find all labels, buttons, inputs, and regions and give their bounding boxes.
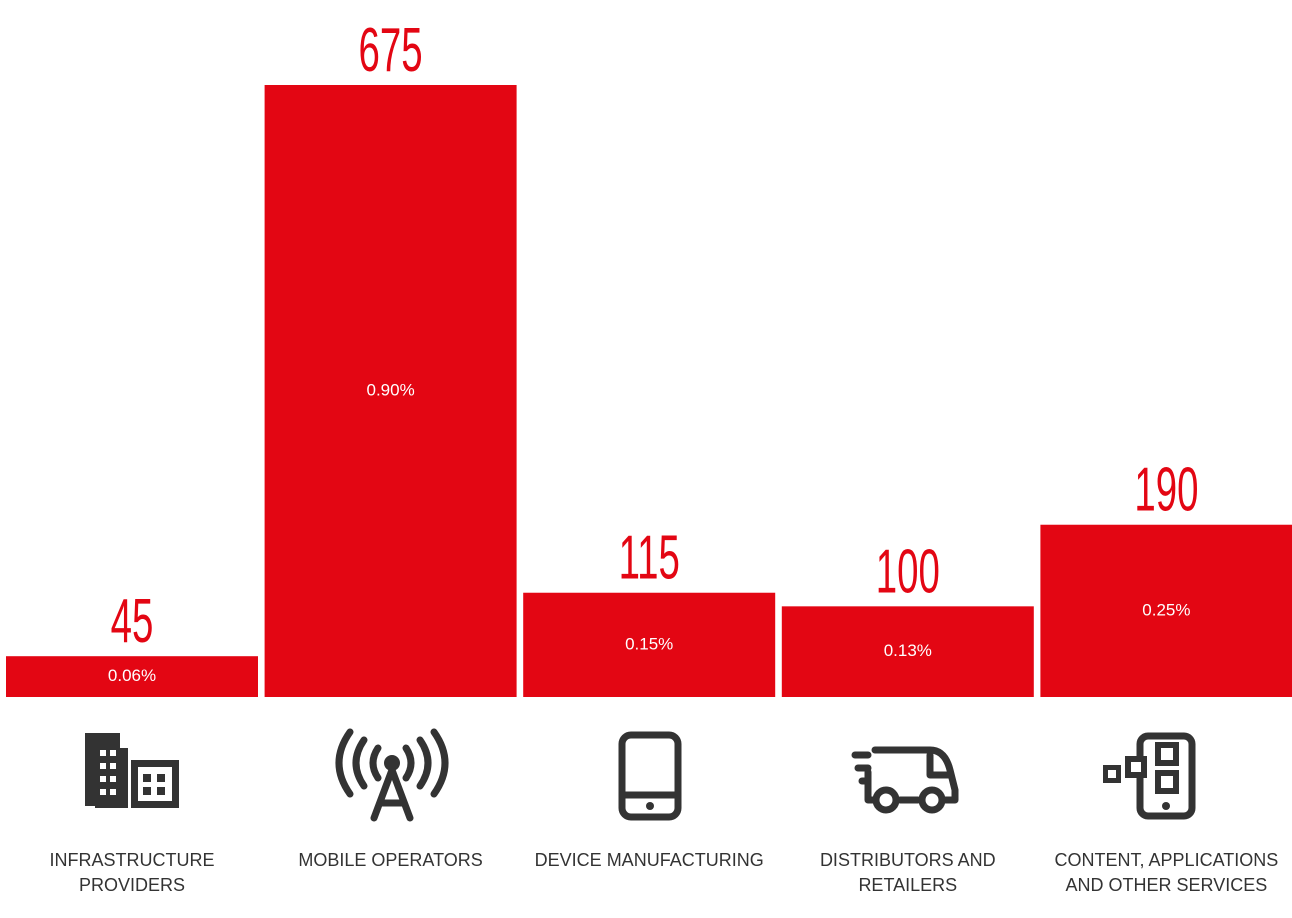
bar xyxy=(781,606,1034,697)
category-label: DISTRIBUTORS AND RETAILERS xyxy=(819,850,996,895)
value-label: 100 xyxy=(876,536,940,606)
value-label-group: 190 xyxy=(1134,454,1198,524)
category-label: DEVICE MANUFACTURING xyxy=(534,850,764,870)
share-label: 0.90% xyxy=(366,380,414,399)
category-label: MOBILE OPERATORS xyxy=(298,850,483,870)
bar xyxy=(1040,524,1292,697)
share-label: 0.25% xyxy=(1142,600,1190,619)
icon-building xyxy=(85,733,179,808)
value-label-group: 100 xyxy=(876,536,940,606)
share-label: 0.06% xyxy=(108,666,156,685)
value-label: 115 xyxy=(619,522,680,592)
share-label: 0.13% xyxy=(884,641,932,660)
share-label: 0.15% xyxy=(625,634,673,653)
icon-phone xyxy=(618,731,682,821)
bar xyxy=(264,85,517,697)
icon-van xyxy=(851,746,959,814)
category-label: INFRASTRUCTURE PROVIDERS xyxy=(49,850,215,895)
value-label: 675 xyxy=(359,15,423,85)
value-label-group: 675 xyxy=(359,15,423,85)
icon-antenna xyxy=(335,728,449,822)
icon-apps xyxy=(1103,732,1196,820)
category-label: CONTENT, APPLICATIONS AND OTHER SERVICES xyxy=(1054,850,1279,895)
bar xyxy=(523,592,776,697)
bar xyxy=(6,656,258,697)
value-label: 190 xyxy=(1134,454,1198,524)
value-label: 45 xyxy=(111,586,154,656)
value-label-group: 45 xyxy=(111,586,154,656)
value-label-group: 115 xyxy=(619,522,680,592)
